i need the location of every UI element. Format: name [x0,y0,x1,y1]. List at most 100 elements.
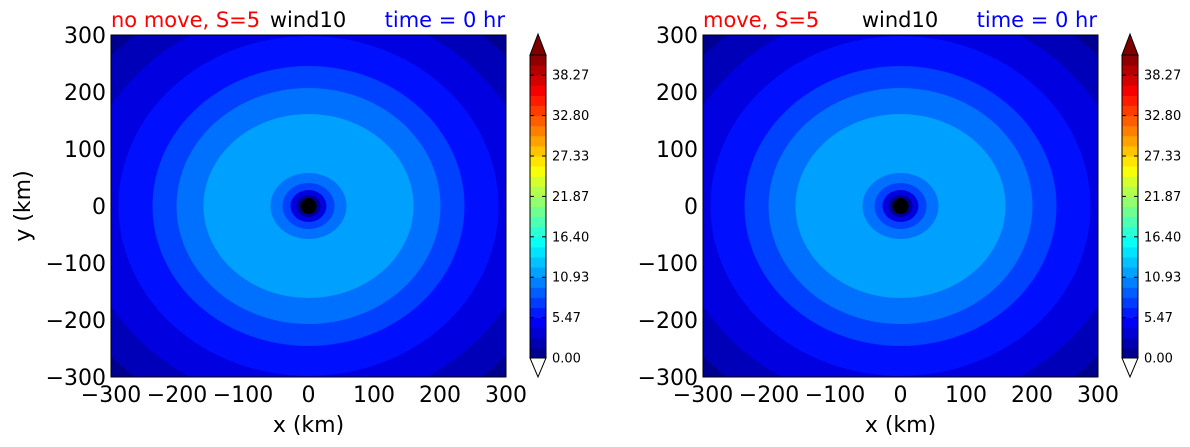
colorbar-segment [530,115,546,127]
colorbar-segment [1122,267,1138,278]
colorbar-segment [1122,216,1138,228]
colorbar-segment [1122,186,1138,197]
storm-center-marker [892,198,909,214]
colorbar-segment [1122,246,1138,258]
colorbar-extend-bottom [1121,357,1139,379]
colorbar-segments [1122,55,1138,359]
colorbar-segment [1122,307,1138,319]
colorbar-tick-label: 27.33 [1144,150,1181,165]
x-tick-label: −200 [739,383,799,408]
colorbar-segment [1122,135,1138,147]
colorbar-segment [1122,115,1138,127]
colorbar-tick-label: 32.80 [552,109,589,124]
colorbar-segment [530,176,546,187]
colorbar-tick-label: 38.27 [1144,69,1181,84]
colorbar-segment [1122,95,1138,106]
colorbar-segment [530,65,546,76]
colorbar-segment [1122,277,1138,288]
y-tick-label: 0 [684,195,698,220]
colorbar-tick-label: 16.40 [1144,230,1181,245]
x-tick-label: −300 [673,383,733,408]
colorbar-segment [530,287,546,298]
colorbar-segment [530,186,546,197]
contour-field [703,35,1098,377]
colorbar-tick-label: 16.40 [552,230,589,245]
colorbar-tick-label: 5.47 [1144,311,1173,326]
colorbar-segment [530,166,546,177]
colorbar-segment [530,135,546,147]
y-tick-label: 300 [656,24,698,49]
x-axis-label: x (km) [273,413,344,438]
colorbar-segment [530,297,546,308]
colorbar-tick-label: 21.87 [1144,190,1181,205]
colorbar-segment [1122,75,1138,86]
colorbar-segment [1122,156,1138,167]
colorbar-segment [1122,176,1138,187]
colorbar-segment [1122,55,1138,66]
y-tick-label: −200 [638,309,698,334]
colorbar-extend-top [529,32,547,56]
x-axis: −300 −200 −100 0 100 200 300 x (km) [673,383,1119,438]
y-axis: 300 200 100 0 −100 −200 −300 y (km) [11,24,106,391]
colorbar-segment [1122,196,1138,207]
colorbar-segment [530,246,546,258]
colorbar-segment [530,307,546,319]
colorbar-frame [529,54,547,359]
colorbar-segment [1122,337,1138,349]
x-tick-label: 200 [1011,383,1053,408]
colorbar-segment [530,216,546,228]
colorbar-segment [530,156,546,167]
colorbar-segment [1122,166,1138,177]
colorbar-segment [530,95,546,106]
colorbar-segment [1122,145,1138,157]
colorbar-frame [1121,54,1139,359]
colorbar-segment [1122,105,1138,117]
y-tick-label: −100 [46,252,106,277]
colorbar-tick-label: 38.27 [552,69,589,84]
y-tick-label: 200 [656,81,698,106]
title-left-label: move, S=5 [703,8,819,32]
colorbar-segment [530,257,546,268]
colorbar-segment [1122,125,1138,137]
x-tick-label: −100 [805,383,865,408]
x-tick-label: 300 [485,383,527,408]
colorbar-extend-top [1121,32,1139,56]
x-tick-label: −200 [147,383,207,408]
x-axis: −300 −200 −100 0 100 200 300 x (km) [81,383,527,438]
y-tick-label: −300 [638,366,698,391]
colorbar-segment [530,317,546,329]
colorbar-segments [530,55,546,359]
colorbar-segment [1122,317,1138,329]
panel-left: no move, S=5 wind10 time = 0 hr −300 −20… [11,8,589,438]
y-tick-label: −200 [46,309,106,334]
colorbar-segment [1122,347,1138,359]
colorbar-segment [530,125,546,137]
colorbar-segment [530,55,546,66]
colorbar-segment [530,145,546,157]
colorbar-segment [1122,257,1138,268]
colorbar-segment [530,206,546,218]
colorbar-tick-label: 10.93 [552,271,589,286]
colorbar-segment [530,85,546,96]
storm-center-marker [300,198,317,214]
colorbar-tick-label: 5.47 [552,311,581,326]
title-right-label: time = 0 hr [385,8,506,32]
colorbar-tick-label: 27.33 [552,150,589,165]
colorbar-segment [1122,206,1138,218]
y-axis: 300 200 100 0 −100 −200 −300 [638,24,698,391]
x-tick-label: 0 [302,383,316,408]
colorbar-segment [1122,297,1138,308]
x-axis-label: x (km) [865,413,936,438]
title-left-label: no move, S=5 [111,8,260,32]
y-tick-label: −100 [638,252,698,277]
colorbar-tick-label: 0.00 [1144,352,1173,367]
colorbar-segment [1122,226,1138,238]
colorbar-segment [1122,287,1138,298]
colorbar-segment [1122,236,1138,248]
contour-field [111,35,506,377]
colorbar-segment [530,196,546,207]
title-right-label: time = 0 hr [977,8,1098,32]
title-center-label: wind10 [862,8,938,32]
colorbar-tick-label: 32.80 [1144,109,1181,124]
y-tick-label: 100 [64,138,106,163]
